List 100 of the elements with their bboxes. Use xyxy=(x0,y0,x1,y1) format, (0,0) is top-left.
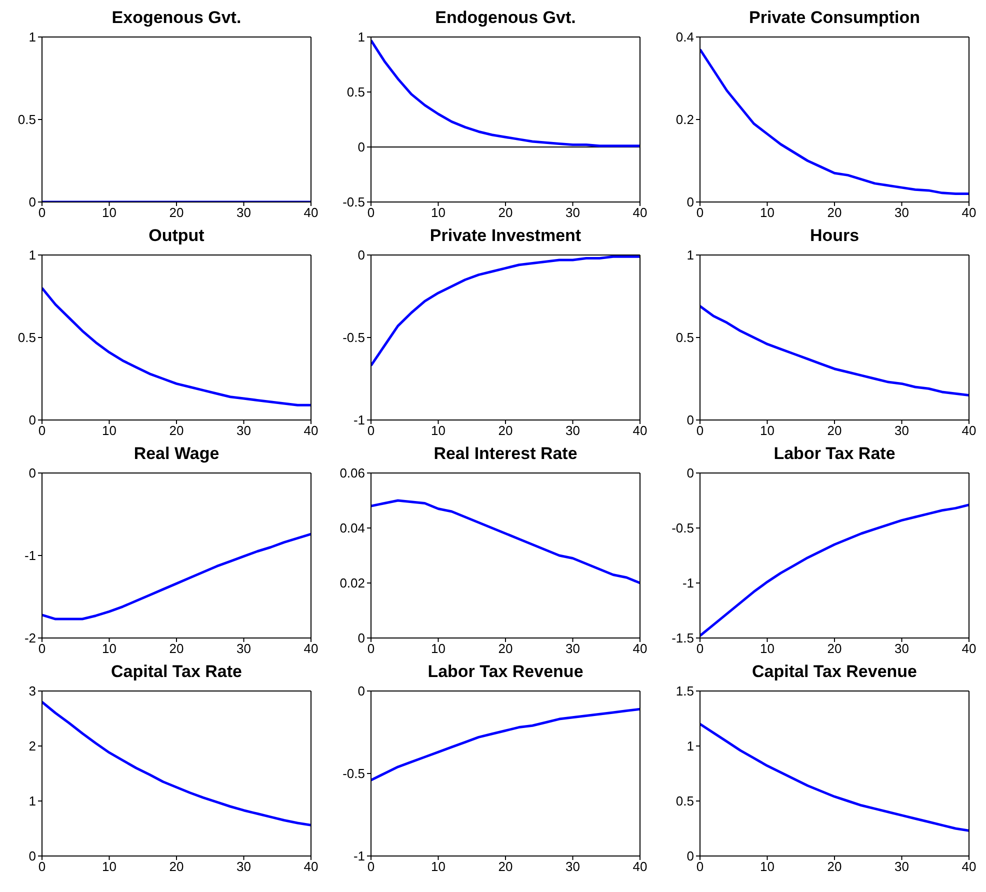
y-tick-label: 0 xyxy=(28,466,36,481)
chart-title: Exogenous Gvt. xyxy=(110,8,242,28)
y-tick-label: 0 xyxy=(358,140,365,155)
x-tick-label: 30 xyxy=(236,859,251,874)
x-tick-label: 0 xyxy=(367,205,375,220)
x-tick-label: 0 xyxy=(367,423,375,438)
x-tick-label: 40 xyxy=(632,641,648,656)
x-tick-label: 0 xyxy=(367,641,375,656)
x-tick-label: 10 xyxy=(431,641,446,656)
y-tick-label: 0 xyxy=(28,194,36,210)
x-tick-label: 0 xyxy=(38,205,46,220)
x-tick-label: 20 xyxy=(827,423,842,438)
chart-title: Real Interest Rate xyxy=(432,444,578,464)
x-tick-label: 10 xyxy=(431,859,446,874)
y-tick-label: 1 xyxy=(686,248,694,263)
chart-title: Capital Tax Revenue xyxy=(750,662,918,682)
y-tick-label: 0.06 xyxy=(340,466,365,481)
y-tick-label: -0.5 xyxy=(342,766,365,782)
x-tick-label: 10 xyxy=(760,641,774,656)
y-tick-label: 0.2 xyxy=(676,112,694,128)
y-tick-label: -1.5 xyxy=(672,630,694,646)
y-tick-label: 1 xyxy=(686,738,694,754)
y-tick-label: 0 xyxy=(686,466,694,481)
x-tick-label: 40 xyxy=(962,859,976,874)
x-tick-label: 20 xyxy=(498,205,513,220)
x-tick-label: 20 xyxy=(169,205,184,220)
x-tick-label: 20 xyxy=(827,205,842,220)
x-tick-label: 20 xyxy=(498,423,513,438)
x-tick-label: 40 xyxy=(632,859,648,874)
y-tick-label: 0.5 xyxy=(18,330,36,346)
chart-title: Output xyxy=(148,226,206,246)
x-tick-label: 40 xyxy=(632,423,648,438)
y-tick-label: 0.5 xyxy=(18,112,36,128)
y-tick-label: 2 xyxy=(28,738,36,754)
y-tick-label: 0 xyxy=(686,412,694,428)
y-tick-label: -1 xyxy=(24,548,36,564)
y-tick-label: 0.02 xyxy=(340,576,365,591)
y-tick-label: 0 xyxy=(28,412,36,428)
x-tick-label: 20 xyxy=(169,423,184,438)
x-tick-label: 30 xyxy=(566,205,580,220)
chart-title: Labor Tax Rate xyxy=(772,444,896,464)
y-tick-label: 0 xyxy=(28,848,36,864)
x-tick-label: 20 xyxy=(827,641,842,656)
x-tick-label: 20 xyxy=(827,859,842,874)
x-tick-label: 30 xyxy=(894,641,909,656)
y-tick-label: -0.5 xyxy=(342,194,365,210)
y-tick-label: 1.5 xyxy=(676,684,694,699)
x-tick-label: 40 xyxy=(632,205,648,220)
x-tick-label: 20 xyxy=(169,641,184,656)
x-tick-label: 0 xyxy=(367,859,375,874)
x-tick-label: 0 xyxy=(696,423,704,438)
x-tick-label: 0 xyxy=(38,423,46,438)
y-tick-label: 1 xyxy=(358,30,365,45)
y-tick-label: 1 xyxy=(28,794,36,809)
chart-title: Real Wage xyxy=(132,444,220,464)
chart-title: Private Consumption xyxy=(748,8,921,28)
x-tick-label: 10 xyxy=(102,205,116,220)
x-tick-label: 0 xyxy=(38,641,46,656)
y-tick-label: 0.04 xyxy=(340,520,365,536)
chart-title: Private Investment xyxy=(428,226,582,246)
x-tick-label: 40 xyxy=(304,859,318,874)
y-tick-label: -0.5 xyxy=(672,520,694,536)
x-tick-label: 30 xyxy=(894,859,909,874)
x-tick-label: 20 xyxy=(498,641,513,656)
x-tick-label: 10 xyxy=(431,205,446,220)
y-tick-label: -2 xyxy=(24,630,36,646)
x-tick-label: 20 xyxy=(169,859,184,874)
x-tick-label: 30 xyxy=(566,641,580,656)
x-tick-label: 40 xyxy=(304,641,318,656)
chart-title: Hours xyxy=(808,226,860,246)
x-tick-label: 0 xyxy=(38,859,46,874)
x-tick-label: 10 xyxy=(760,205,774,220)
y-tick-label: 0 xyxy=(358,630,365,646)
y-tick-label: 3 xyxy=(28,684,36,699)
y-tick-label: 0.4 xyxy=(676,30,694,45)
y-tick-label: -1 xyxy=(353,412,365,428)
x-tick-label: 10 xyxy=(760,859,774,874)
y-tick-label: 0 xyxy=(358,684,365,699)
x-tick-label: 40 xyxy=(962,423,976,438)
chart-title: Labor Tax Revenue xyxy=(426,662,584,682)
x-tick-label: 30 xyxy=(566,859,580,874)
x-tick-label: 10 xyxy=(760,423,774,438)
y-tick-label: -0.5 xyxy=(342,330,365,346)
y-tick-label: -1 xyxy=(682,576,694,591)
y-tick-label: 0.5 xyxy=(676,794,694,809)
y-tick-label: 0 xyxy=(686,194,694,210)
x-tick-label: 40 xyxy=(962,641,976,656)
y-tick-label: 0 xyxy=(686,848,694,864)
x-tick-label: 0 xyxy=(696,641,704,656)
y-tick-label: 0 xyxy=(358,248,365,263)
x-tick-label: 30 xyxy=(894,205,909,220)
x-tick-label: 30 xyxy=(894,423,909,438)
y-tick-label: 0.5 xyxy=(676,330,694,346)
chart-title: Capital Tax Rate xyxy=(110,662,243,682)
x-tick-label: 10 xyxy=(102,641,116,656)
x-tick-label: 40 xyxy=(304,205,318,220)
chart-title: Endogenous Gvt. xyxy=(434,8,577,28)
x-tick-label: 40 xyxy=(304,423,318,438)
x-tick-label: 30 xyxy=(236,641,251,656)
y-tick-label: 0.5 xyxy=(346,84,365,100)
